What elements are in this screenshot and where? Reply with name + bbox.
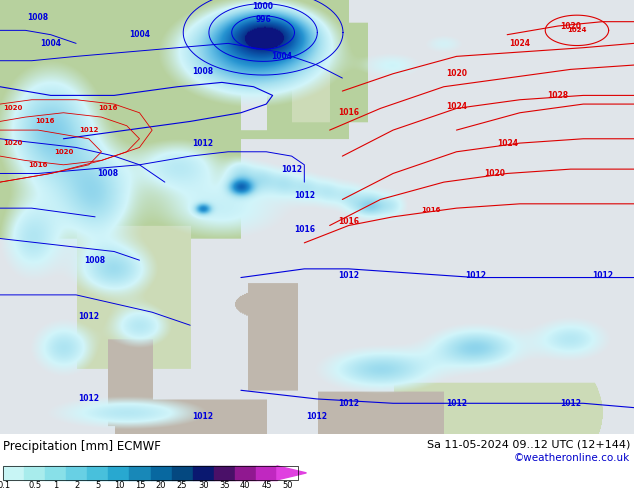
Text: 1012: 1012 [465, 271, 486, 280]
Text: 1028: 1028 [547, 91, 569, 100]
Text: 1012: 1012 [192, 139, 214, 147]
Text: 1020: 1020 [484, 169, 505, 178]
Text: ©weatheronline.co.uk: ©weatheronline.co.uk [514, 453, 630, 463]
Text: 1008: 1008 [192, 67, 214, 76]
Text: 1024: 1024 [496, 139, 518, 147]
Text: 30: 30 [198, 481, 209, 490]
Text: 1016: 1016 [338, 217, 359, 226]
Text: 1012: 1012 [78, 394, 100, 403]
Text: 25: 25 [177, 481, 188, 490]
Text: 1024: 1024 [567, 27, 586, 33]
Text: 0.1: 0.1 [0, 481, 11, 490]
Text: 1020: 1020 [3, 105, 22, 111]
Text: Sa 11-05-2024 09..12 UTC (12+144): Sa 11-05-2024 09..12 UTC (12+144) [427, 440, 630, 450]
Text: 1004: 1004 [40, 39, 61, 48]
Text: 10: 10 [113, 481, 124, 490]
Text: 1004: 1004 [129, 30, 150, 39]
Text: 996: 996 [256, 15, 271, 24]
Bar [24, 466, 45, 480]
Text: 15: 15 [134, 481, 145, 490]
Bar [108, 466, 129, 480]
Text: 1012: 1012 [79, 127, 98, 133]
Bar [66, 466, 87, 480]
Bar [172, 466, 193, 480]
Bar [193, 466, 214, 480]
Bar [129, 466, 150, 480]
Text: 35: 35 [219, 481, 230, 490]
Text: 1020: 1020 [54, 149, 73, 155]
Text: 40: 40 [240, 481, 250, 490]
Text: 1: 1 [53, 481, 58, 490]
Text: 1012: 1012 [560, 399, 581, 408]
Bar [87, 466, 108, 480]
Text: 1012: 1012 [192, 412, 214, 421]
Text: 1012: 1012 [338, 399, 359, 408]
Text: 50: 50 [282, 481, 293, 490]
Text: Precipitation [mm] ECMWF: Precipitation [mm] ECMWF [3, 440, 161, 453]
Text: 1016: 1016 [422, 207, 441, 213]
Text: 1020: 1020 [560, 22, 581, 30]
Bar [3, 466, 24, 480]
Text: 1016: 1016 [29, 162, 48, 168]
Bar [214, 466, 235, 480]
Text: 1008: 1008 [84, 256, 106, 265]
Bar [150, 466, 172, 480]
Text: 1020: 1020 [3, 140, 22, 146]
Polygon shape [277, 466, 306, 480]
Text: 1012: 1012 [294, 191, 315, 199]
Bar [235, 466, 256, 480]
Text: 1008: 1008 [27, 13, 49, 22]
Bar [3, 466, 298, 480]
Bar [45, 466, 66, 480]
Text: 1016: 1016 [294, 225, 315, 234]
Text: 1012: 1012 [592, 271, 613, 280]
Text: 1024: 1024 [446, 102, 467, 111]
Text: 1020: 1020 [446, 69, 467, 78]
Text: 1012: 1012 [281, 165, 302, 173]
Text: 1000: 1000 [252, 2, 274, 11]
Text: 1004: 1004 [271, 52, 293, 61]
Text: 1012: 1012 [306, 412, 328, 421]
Text: 45: 45 [261, 481, 271, 490]
Text: 1016: 1016 [35, 119, 54, 124]
Text: 1016: 1016 [338, 108, 359, 117]
Bar [256, 466, 277, 480]
Text: 1024: 1024 [509, 39, 531, 48]
Text: 1008: 1008 [97, 169, 119, 178]
Text: 2: 2 [74, 481, 79, 490]
Text: 1012: 1012 [78, 312, 100, 321]
Text: 20: 20 [156, 481, 166, 490]
Text: 5: 5 [95, 481, 100, 490]
Text: 1012: 1012 [446, 399, 467, 408]
Text: 1012: 1012 [338, 271, 359, 280]
Text: 0.5: 0.5 [28, 481, 41, 490]
Text: 1016: 1016 [98, 105, 117, 111]
